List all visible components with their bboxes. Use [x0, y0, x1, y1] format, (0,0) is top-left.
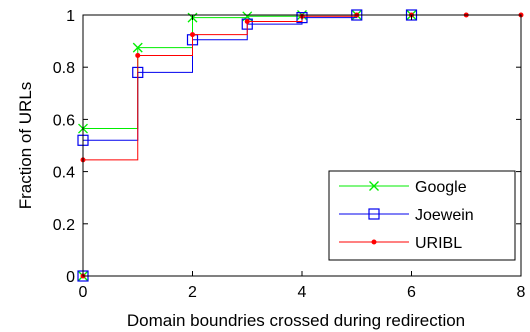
x-tick-label: 2 — [188, 284, 197, 301]
x-tick-label: 6 — [407, 284, 416, 301]
data-point-uribl-3 — [190, 32, 195, 38]
legend-entry-uribl: URIBL — [339, 235, 462, 252]
legend-entry-joewein: Joewein — [339, 207, 474, 224]
legend-marker-uribl — [371, 239, 377, 245]
y-tick-label: 0.8 — [53, 60, 75, 77]
legend-marker-joewein — [368, 208, 380, 220]
data-point-uribl-2 — [135, 52, 141, 58]
data-point-joewein-5 — [296, 12, 308, 24]
legend-label-uribl: URIBL — [415, 235, 462, 252]
x-axis-label: Domain boundries crossed during redirect… — [127, 311, 465, 330]
data-point-uribl-4 — [244, 19, 250, 25]
y-tick-label: 0.2 — [53, 217, 75, 234]
legend: Google Joewein URIBL — [328, 170, 516, 261]
x-tick-label: 4 — [298, 284, 307, 301]
y-axis-label: Fraction of URLs — [16, 82, 35, 210]
y-tick-label: 0.6 — [53, 112, 75, 129]
axes: 0 2 4 6 8 0 0.2 0.4 0.6 0.8 1 Domain boundries cros… — [16, 8, 526, 330]
y-tick-label: 0 — [66, 269, 75, 286]
y-tick-label: 0.4 — [53, 165, 75, 182]
data-point-google-2 — [132, 42, 143, 53]
legend-entry-google: Google — [339, 179, 467, 196]
y-tick-label: 1 — [66, 8, 75, 25]
x-tick-label: 8 — [517, 284, 526, 301]
legend-label-joewein: Joewein — [415, 207, 474, 224]
x-tick-label: 0 — [79, 284, 88, 301]
legend-marker-google — [369, 181, 379, 191]
legend-label-google: Google — [415, 179, 467, 196]
